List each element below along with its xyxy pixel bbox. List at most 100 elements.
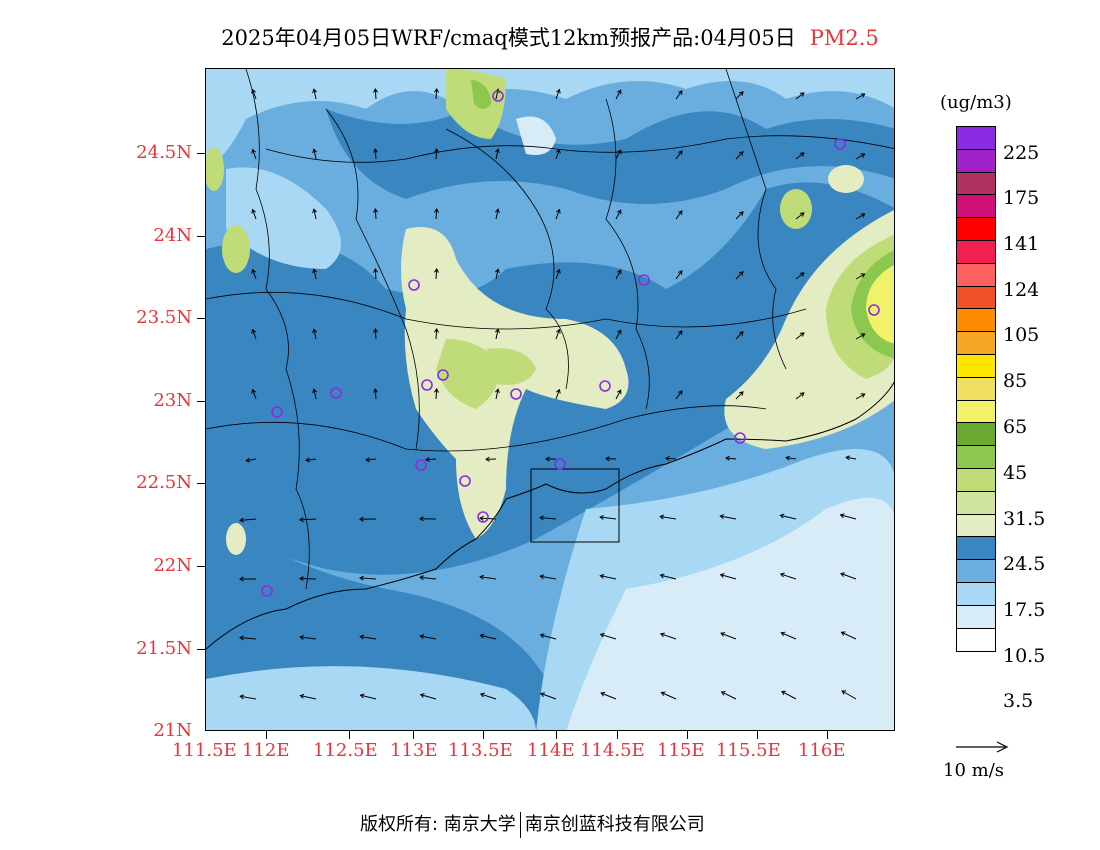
wind-vector: [435, 388, 438, 400]
wind-vector-head: [555, 388, 561, 394]
boundary-line: [265, 135, 894, 163]
legend-label: 105: [1003, 324, 1040, 346]
color-legend-bar: [956, 126, 996, 653]
legend-label: 17.5: [1003, 599, 1046, 621]
pm25-blob: [780, 189, 812, 229]
wind-vector: [615, 89, 622, 100]
legend-label: 175: [1003, 187, 1040, 209]
wind-vector-head: [433, 328, 439, 333]
lon-tick: [687, 731, 688, 739]
wind-vector-head: [840, 631, 846, 636]
legend-color-swatch: [957, 149, 995, 173]
wind-vector-head: [299, 576, 304, 582]
wind-vector-head: [738, 391, 744, 396]
wind-vector: [846, 456, 857, 460]
wind-vector: [841, 690, 857, 700]
lat-label: 21.5N: [136, 638, 192, 659]
wind-vector-head: [299, 693, 305, 699]
legend-color-swatch: [957, 354, 995, 378]
copyright-left: 版权所有: 南京大学: [360, 814, 516, 835]
pm25-blob: [226, 523, 246, 555]
lon-label: 115E: [657, 740, 705, 761]
wind-vector-head: [239, 635, 244, 641]
wind-vector: [246, 458, 257, 462]
wind-vector: [840, 573, 857, 580]
wind-vector-head: [799, 212, 805, 217]
legend-label: 3.5: [1003, 690, 1034, 712]
wind-vector-head: [617, 269, 622, 275]
wind-vector: [600, 692, 617, 700]
station-marker: [492, 90, 504, 102]
wind-vector-head: [781, 690, 786, 696]
wind-vector-head: [312, 268, 318, 274]
wind-vector-head: [799, 92, 805, 97]
region-zone-10: [226, 167, 341, 269]
wind-vector: [720, 515, 737, 520]
lon-tick: [413, 731, 414, 739]
wind-vector: [795, 152, 805, 160]
lon-label: 115.5E: [716, 740, 781, 761]
wind-vector-head: [617, 149, 622, 155]
wind-vectors: [239, 88, 866, 700]
wind-vector: [781, 632, 797, 640]
lon-tick: [266, 731, 267, 739]
wind-vector-head: [539, 515, 544, 521]
wind-vector-head: [799, 272, 805, 277]
wind-vector-head: [860, 213, 866, 218]
wind-vector: [781, 691, 797, 700]
boundary-line: [325, 108, 420, 450]
wind-vector-head: [494, 328, 500, 334]
wind-vector-head: [617, 89, 622, 95]
pm25-concentration-map: [205, 68, 895, 731]
wind-vector: [615, 269, 622, 280]
wind-vector-head: [419, 693, 425, 698]
wind-vector-head: [419, 634, 425, 639]
wind-vector: [660, 516, 677, 520]
wind-vector: [435, 208, 438, 220]
wind-vector-head: [840, 572, 845, 577]
legend-label: 45: [1003, 462, 1028, 484]
wind-vector-head: [312, 388, 318, 394]
legend-label: 85: [1003, 370, 1028, 392]
wind-vector-head: [617, 209, 622, 215]
wind-scale-arrow: [956, 741, 1009, 753]
wind-vector-head: [359, 693, 365, 699]
wind-vector-head: [720, 691, 726, 696]
station-marker: [734, 432, 746, 444]
wind-vector: [855, 273, 865, 280]
wind-vector: [420, 576, 437, 580]
wind-vector-head: [677, 330, 683, 335]
station-marker: [868, 304, 880, 316]
wind-vector: [313, 209, 317, 220]
legend-unit: (ug/m3): [940, 92, 1012, 113]
station-marker: [415, 459, 427, 471]
lon-label: 112E: [242, 740, 290, 761]
wind-vector: [795, 272, 805, 280]
wind-vector: [720, 632, 737, 640]
wind-vector-head: [365, 457, 370, 463]
wind-vector: [299, 577, 317, 580]
wind-vector: [425, 458, 437, 461]
wind-vector-head: [479, 633, 485, 639]
legend-label: 124: [1003, 279, 1040, 301]
wind-vector-head: [239, 576, 244, 582]
wind-vector-head: [599, 632, 605, 638]
wind-vector-head: [799, 152, 805, 157]
wind-vector-head: [738, 91, 744, 96]
wind-vector: [374, 208, 377, 220]
wind-vector: [240, 518, 257, 521]
wind-vector-head: [841, 690, 847, 695]
wind-vector-head: [251, 148, 257, 154]
lon-tick: [483, 731, 484, 739]
wind-vector: [540, 693, 557, 700]
lon-label: 111.5E: [172, 740, 237, 761]
legend-label: 141: [1003, 233, 1040, 255]
wind-vector-head: [785, 455, 790, 461]
wind-vector: [495, 149, 499, 160]
station-marker: [554, 458, 566, 470]
wind-vector: [252, 269, 257, 280]
region-zone-17: [326, 109, 894, 204]
wind-vector-head: [738, 271, 744, 276]
lon-tick: [827, 731, 828, 739]
wind-vector: [435, 268, 438, 280]
